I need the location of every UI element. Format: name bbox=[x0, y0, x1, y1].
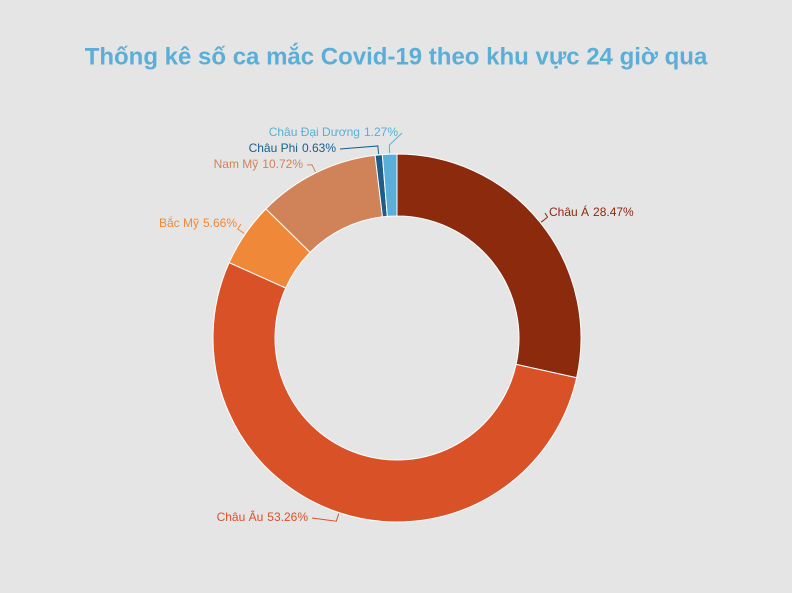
slice-label: Châu Âu 53.26% bbox=[217, 509, 309, 524]
slice-name: Châu Phi bbox=[249, 141, 298, 155]
donut-slice bbox=[381, 153, 398, 217]
slice-value: 10.72% bbox=[262, 157, 303, 171]
slice-label: Bắc Mỹ 5.66% bbox=[159, 215, 237, 230]
slice-value: 28.47% bbox=[593, 205, 634, 219]
slice-value: 53.26% bbox=[267, 510, 308, 524]
slice-label: Nam Mỹ 10.72% bbox=[214, 157, 304, 171]
leader-line bbox=[306, 164, 316, 173]
slice-label: Châu Đại Dương 1.27% bbox=[269, 125, 399, 139]
leader-line bbox=[237, 223, 245, 234]
slice-value: 0.63% bbox=[302, 141, 336, 155]
slice-name: Châu Âu bbox=[217, 509, 264, 524]
slice-name: Châu Đại Dương bbox=[269, 125, 360, 139]
chart-title: Thống kê số ca mắc Covid-19 theo khu vực… bbox=[85, 42, 708, 70]
donut-slice bbox=[212, 261, 578, 523]
slice-value: 1.27% bbox=[364, 125, 398, 139]
slice-name: Bắc Mỹ bbox=[159, 215, 199, 230]
slice-label: Châu Phi 0.63% bbox=[249, 141, 337, 155]
slice-name: Châu Á bbox=[549, 204, 589, 219]
donut-slice bbox=[396, 153, 582, 379]
leader-line bbox=[388, 132, 403, 154]
slice-name: Nam Mỹ bbox=[214, 157, 259, 171]
leader-line bbox=[311, 513, 340, 522]
leader-line bbox=[339, 145, 380, 154]
leader-line bbox=[540, 212, 549, 223]
slice-label: Châu Á 28.47% bbox=[549, 204, 634, 219]
slice-value: 5.66% bbox=[203, 216, 237, 230]
